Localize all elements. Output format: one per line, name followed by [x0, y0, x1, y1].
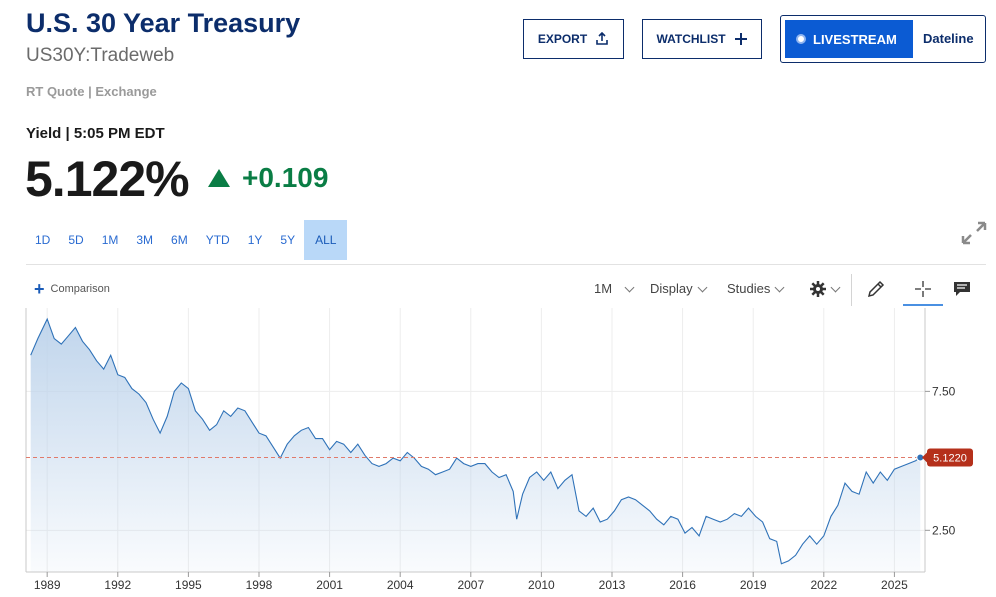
range-3m[interactable]: 3M [136, 233, 154, 247]
x-tick-label: 2001 [316, 578, 343, 592]
range-1m[interactable]: 1M [101, 233, 119, 247]
x-tick-label: 2025 [881, 578, 908, 592]
comparison-label: Comparison [50, 283, 110, 295]
annotation-tool-button[interactable] [944, 274, 980, 304]
dateline-link[interactable]: Dateline [923, 31, 974, 46]
interval-label: 1M [594, 281, 613, 296]
yield-timestamp: Yield | 5:05 PM EDT [26, 125, 165, 142]
studies-label: Studies [727, 281, 771, 296]
export-label: EXPORT [537, 32, 588, 46]
export-button[interactable]: EXPORT [523, 19, 624, 59]
draw-tool-button[interactable] [858, 274, 894, 304]
up-arrow-icon [208, 169, 230, 187]
series-area [30, 319, 921, 572]
range-6m[interactable]: 6M [171, 233, 188, 247]
expand-icon[interactable] [960, 220, 988, 246]
page-title: U.S. 30 Year Treasury [26, 8, 301, 38]
x-tick-label: 2022 [810, 578, 837, 592]
display-label: Display [650, 281, 693, 296]
change-value: +0.109 [242, 162, 329, 193]
livestream-button[interactable]: LIVESTREAM [785, 20, 913, 58]
y-tick-label: 7.50 [932, 384, 956, 398]
yield-change: +0.109 [208, 162, 328, 194]
x-tick-label: 2016 [669, 578, 696, 592]
divider [26, 264, 986, 265]
x-tick-label: 2010 [528, 578, 555, 592]
yield-chart[interactable]: 5.1220 7.50 2.50 1989 1992 1995 1998 2001 2004 20… [0, 308, 996, 597]
gear-icon [810, 281, 826, 297]
crosshair-icon [915, 281, 931, 297]
watchlist-label: WATCHLIST [656, 32, 726, 46]
chevron-down-icon [624, 282, 635, 292]
range-all[interactable]: ALL [304, 220, 348, 260]
y-tick-label: 2.50 [932, 523, 956, 537]
range-ytd[interactable]: YTD [205, 233, 230, 247]
interval-select[interactable]: 1M [594, 281, 635, 296]
comparison-button[interactable]: + Comparison [34, 279, 110, 299]
livestream-label: LIVESTREAM [813, 31, 897, 47]
quote-source: RT Quote | Exchange [26, 84, 157, 99]
plus-icon: + [34, 279, 45, 299]
settings-menu[interactable] [810, 281, 841, 297]
x-tick-label: 2004 [387, 578, 414, 592]
symbol-label: US30Y:Tradeweb [26, 45, 175, 66]
toolbar-divider [851, 274, 852, 306]
current-yield: 5.122% [25, 151, 190, 207]
livestream-panel: LIVESTREAM Dateline [780, 15, 986, 63]
last-value-label: 5.1220 [933, 453, 967, 465]
range-1d[interactable]: 1D [35, 233, 51, 247]
x-tick-label: 2007 [457, 578, 484, 592]
chevron-down-icon [830, 282, 841, 293]
plus-icon [734, 33, 747, 45]
chevron-down-icon [697, 282, 708, 292]
display-menu[interactable]: Display [650, 281, 708, 296]
x-tick-label: 2019 [740, 578, 767, 592]
range-5d[interactable]: 5D [68, 233, 84, 247]
pencil-icon [867, 280, 885, 298]
live-dot-icon [796, 34, 806, 44]
last-value-pointer [922, 451, 928, 464]
range-1y[interactable]: 1Y [247, 233, 263, 247]
x-tick-label: 1995 [175, 578, 202, 592]
last-value-badge [927, 448, 973, 467]
chevron-down-icon [774, 282, 785, 292]
x-tick-label: 1992 [104, 578, 131, 592]
x-tick-label: 1989 [34, 578, 61, 592]
x-tick-label: 2013 [599, 578, 626, 592]
studies-menu[interactable]: Studies [727, 281, 785, 296]
x-tick-label: 1998 [246, 578, 273, 592]
crosshair-tool-button[interactable] [903, 274, 943, 306]
series-line [30, 317, 921, 565]
range-selector: 1D 5D 1M 3M 6M YTD 1Y 5Y ALL [26, 220, 348, 260]
share-icon [596, 32, 608, 45]
watchlist-button[interactable]: WATCHLIST [642, 19, 762, 59]
range-5y[interactable]: 5Y [280, 233, 296, 247]
comment-icon [954, 282, 970, 296]
